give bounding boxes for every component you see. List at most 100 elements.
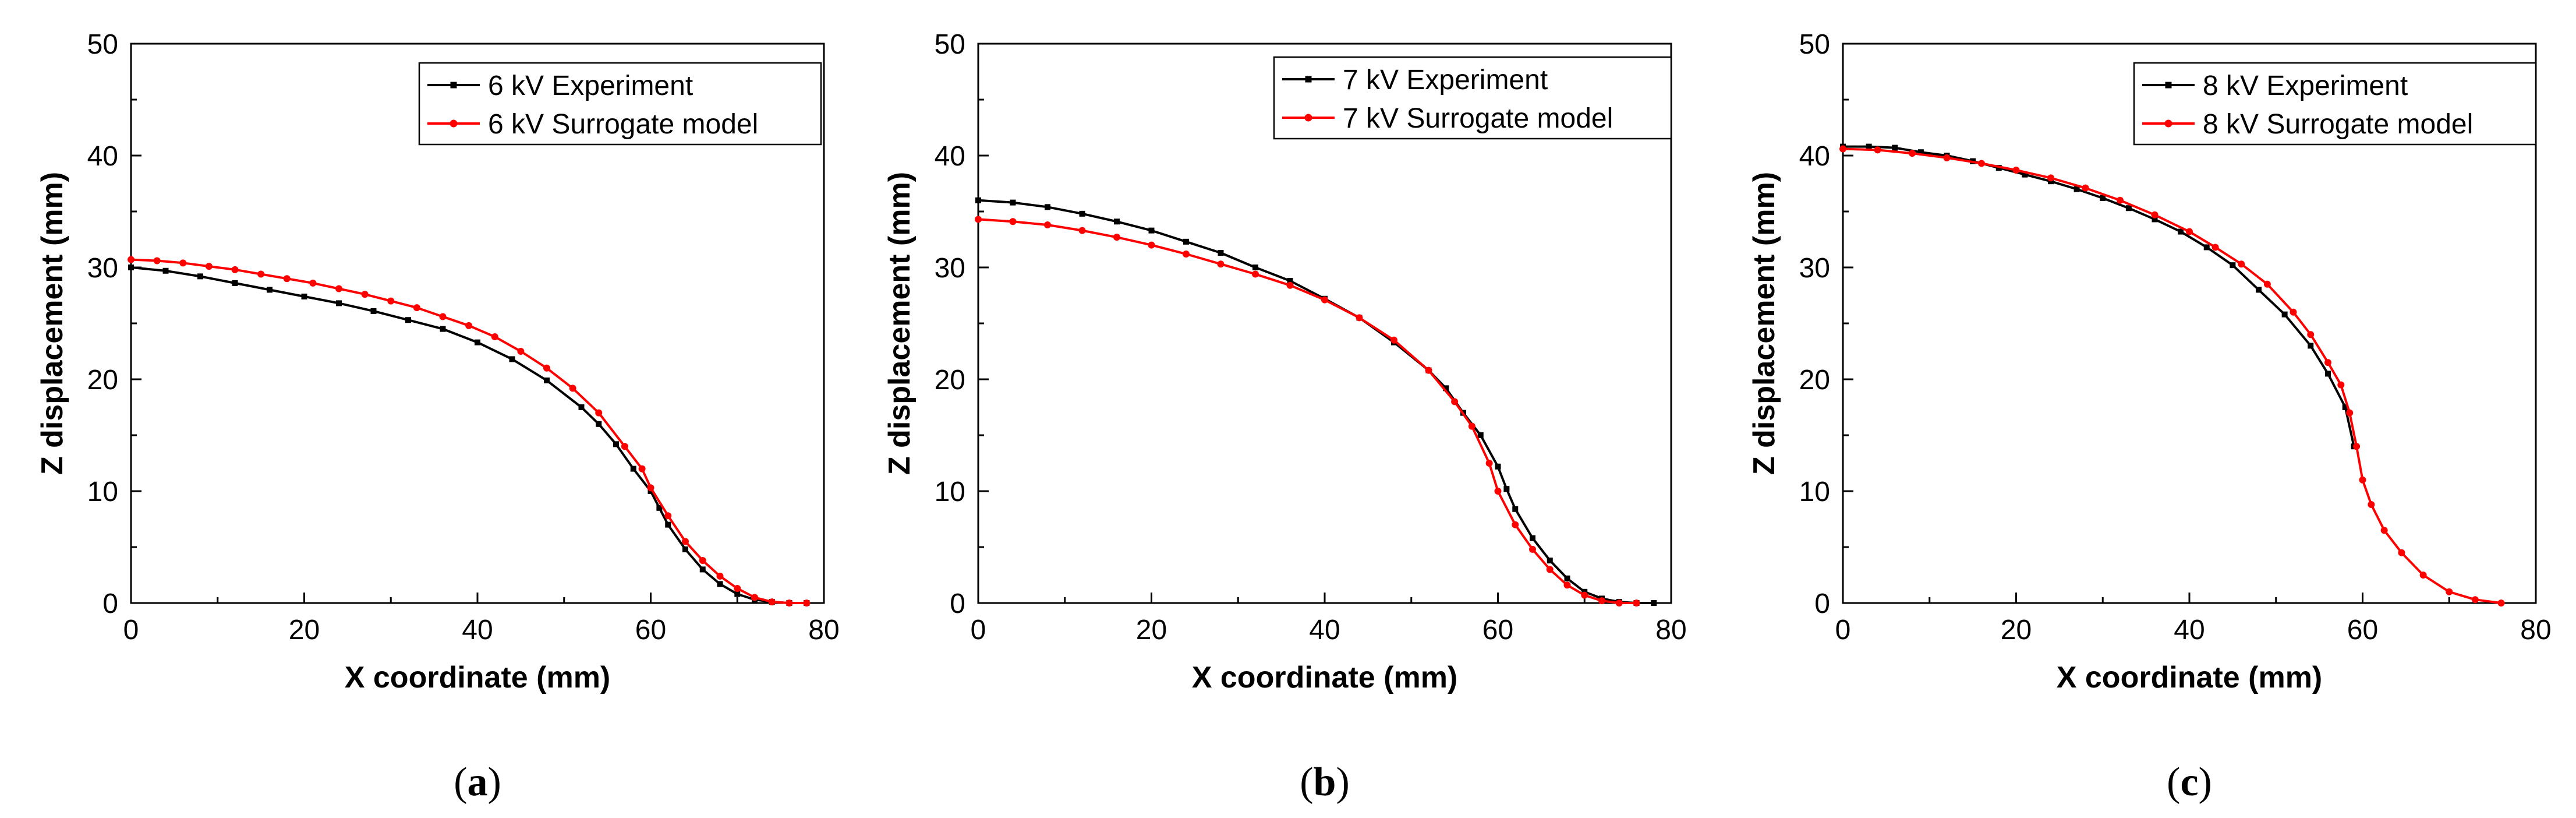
x-tick-label: 60 xyxy=(635,615,666,646)
data-point xyxy=(2073,186,2080,192)
y-tick-label: 50 xyxy=(87,29,118,60)
data-point xyxy=(440,326,446,332)
data-point xyxy=(751,594,758,601)
x-axis-title: X coordinate (mm) xyxy=(1192,661,1458,694)
x-tick-label: 0 xyxy=(1835,615,1851,646)
y-tick-label: 20 xyxy=(1799,365,1830,396)
legend-swatch-marker xyxy=(1305,76,1312,83)
data-point xyxy=(595,409,603,417)
data-point xyxy=(2238,260,2245,268)
data-point xyxy=(2281,311,2288,318)
data-point xyxy=(1252,270,1259,278)
data-point xyxy=(2359,476,2366,484)
data-point xyxy=(197,273,203,280)
x-tick-label: 60 xyxy=(1482,615,1513,646)
data-point xyxy=(1874,146,1881,154)
data-point xyxy=(1114,218,1120,225)
data-point xyxy=(1148,241,1155,249)
data-point xyxy=(2337,381,2345,389)
data-point xyxy=(1615,600,1623,607)
x-tick-label: 80 xyxy=(1655,615,1686,646)
y-tick-label: 50 xyxy=(935,29,965,60)
data-point xyxy=(613,441,619,447)
chart-panel-c: 0 20 40 60 80 0 10 20 30 40 50 X coordinate (mm) Z d… xyxy=(1747,29,2552,805)
data-point xyxy=(1287,278,1293,284)
data-point xyxy=(1512,506,1519,512)
y-axis-title: Z displacement (mm) xyxy=(883,172,917,475)
data-point xyxy=(475,339,480,345)
data-point xyxy=(205,263,213,270)
data-point xyxy=(1044,221,1051,229)
x-tick-label: 0 xyxy=(971,615,986,646)
legend-swatch-marker xyxy=(2165,82,2172,89)
data-point xyxy=(2263,280,2271,288)
y-tick-label: 10 xyxy=(1799,477,1830,507)
data-point xyxy=(2380,527,2388,534)
data-point xyxy=(439,313,447,320)
data-point xyxy=(1512,521,1519,528)
data-point xyxy=(2256,287,2262,293)
data-point xyxy=(1581,591,1588,599)
data-point xyxy=(1183,250,1190,258)
y-tick-label: 10 xyxy=(935,477,965,507)
data-point xyxy=(1494,488,1502,495)
legend-label: 6 kV Experiment xyxy=(488,70,693,101)
data-point xyxy=(768,598,776,606)
x-axis-title: X coordinate (mm) xyxy=(345,661,611,694)
data-point xyxy=(1477,432,1484,438)
data-point xyxy=(1045,204,1050,210)
data-point xyxy=(257,270,265,278)
x-tick-label: 80 xyxy=(808,615,839,646)
series-experiment xyxy=(975,197,1657,606)
data-point xyxy=(232,280,238,286)
y-tick-label: 0 xyxy=(102,588,118,619)
data-point xyxy=(1485,460,1493,467)
data-point xyxy=(2446,588,2453,595)
data-point xyxy=(1633,600,1640,607)
legend-swatch-marker xyxy=(1304,114,1312,122)
data-point xyxy=(1651,600,1657,606)
legend-box xyxy=(418,62,822,146)
legend-label: 7 kV Experiment xyxy=(1343,65,1548,96)
data-point xyxy=(2471,596,2479,604)
data-point xyxy=(283,275,291,283)
data-point xyxy=(301,293,307,299)
y-tick-label: 0 xyxy=(950,588,965,619)
data-point xyxy=(664,512,672,520)
y-tick-label: 30 xyxy=(935,253,965,284)
legend-box xyxy=(1273,56,1672,140)
data-point xyxy=(387,297,395,305)
y-tick-label: 10 xyxy=(87,477,118,507)
data-point xyxy=(717,581,723,587)
data-point xyxy=(734,591,741,597)
data-point xyxy=(2152,216,2158,223)
data-point xyxy=(1468,422,1475,430)
data-point xyxy=(2368,501,2375,509)
data-point xyxy=(2324,359,2331,366)
data-point xyxy=(578,404,585,410)
data-point xyxy=(699,557,706,565)
data-point xyxy=(975,216,982,223)
data-point xyxy=(1443,385,1449,392)
data-point xyxy=(2230,262,2236,269)
legend-swatch-marker xyxy=(2164,119,2172,128)
data-point xyxy=(803,600,811,607)
data-point xyxy=(2290,308,2297,316)
data-point xyxy=(638,465,646,473)
legend: 6 kV Experiment 6 kV Surrogate model xyxy=(418,62,822,146)
data-point xyxy=(309,279,317,287)
data-point xyxy=(2353,443,2361,450)
data-point xyxy=(1547,558,1553,564)
series-line xyxy=(130,258,807,604)
y-tick-label: 40 xyxy=(1799,141,1830,172)
data-point xyxy=(413,304,420,312)
data-point xyxy=(2398,549,2405,556)
data-point xyxy=(2100,195,2106,201)
series-line xyxy=(1843,145,2355,447)
data-point xyxy=(621,443,628,450)
data-point xyxy=(1009,218,1017,225)
chart-panel-a: 0 20 40 60 80 0 10 20 30 40 50 X coordinate (mm) Z d… xyxy=(36,29,840,805)
x-tick-label: 40 xyxy=(1309,615,1340,646)
panel-label: (a) xyxy=(454,760,501,805)
